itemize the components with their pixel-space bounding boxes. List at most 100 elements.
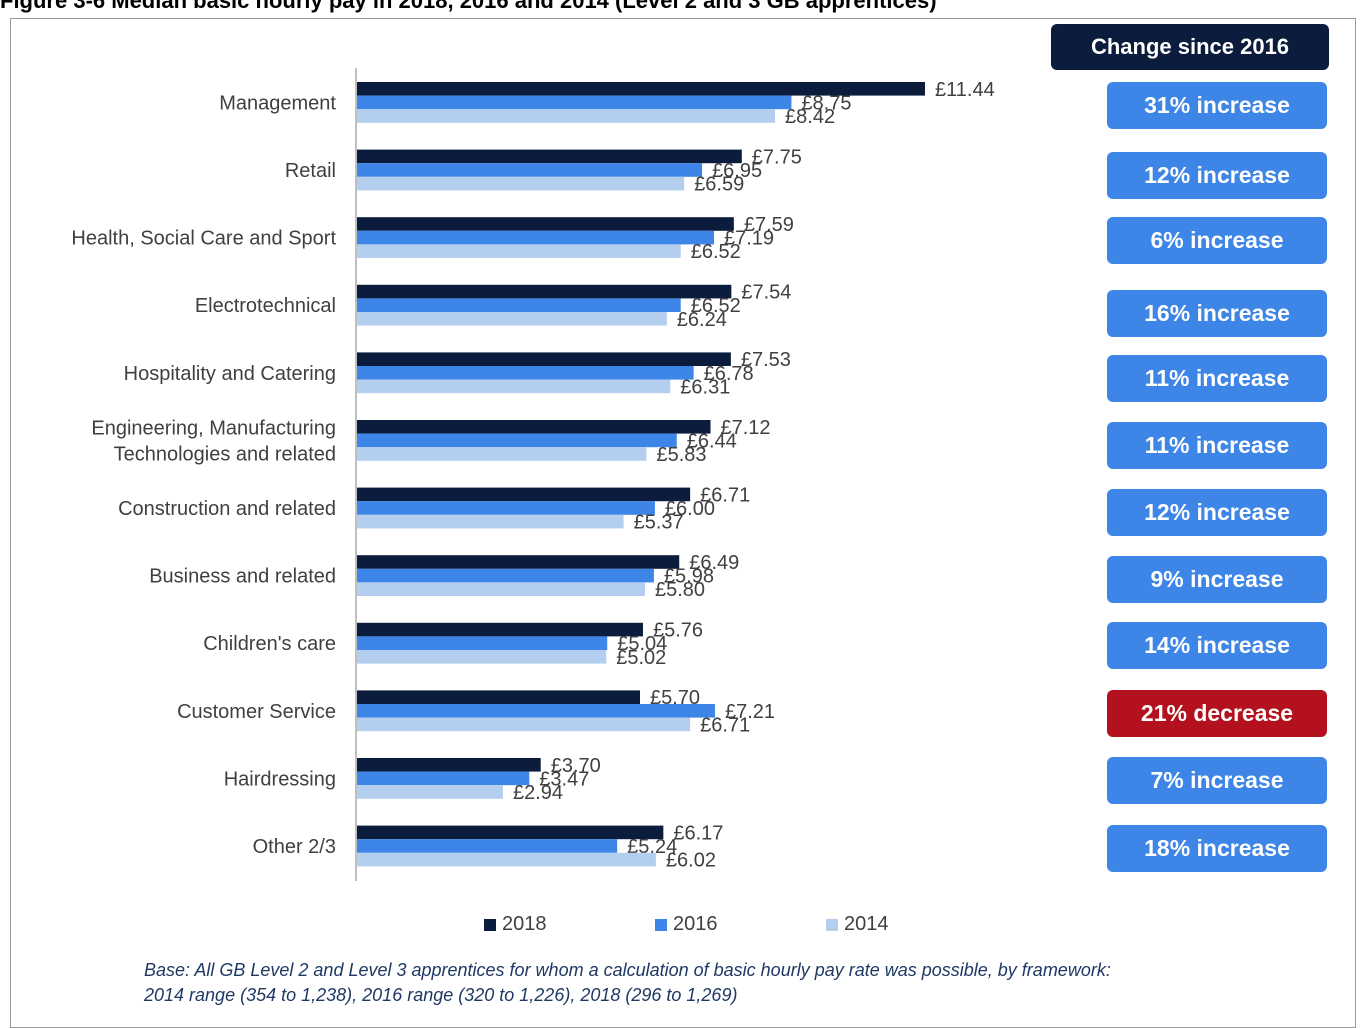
category-label: Hairdressing	[224, 768, 336, 790]
data-label-2016: £5.04	[617, 633, 667, 655]
change-badge-increase: 14% increase	[1107, 622, 1327, 669]
change-badge-increase: 11% increase	[1107, 422, 1327, 469]
data-label-2016: £6.44	[687, 430, 737, 452]
data-label-2018: £5.76	[653, 620, 703, 642]
data-label-2018: £7.53	[741, 349, 791, 371]
bar-2016	[357, 704, 715, 718]
bar-2016	[357, 771, 530, 786]
legend-swatch	[826, 918, 838, 931]
legend-item-2016: 2016	[655, 913, 718, 936]
data-label-2018: £7.12	[721, 417, 771, 439]
data-label-2016: £5.98	[664, 566, 714, 588]
bar-2018	[357, 487, 691, 502]
bar-2014	[357, 650, 607, 664]
legend-label: 2018	[502, 913, 547, 935]
data-label-2014: £8.42	[785, 106, 835, 128]
data-label-2018: £7.54	[741, 282, 791, 304]
data-label-2014: £5.02	[616, 647, 666, 669]
category-label: Hospitality and Catering	[124, 363, 336, 385]
bar-2018	[357, 284, 732, 299]
bar-2018	[357, 149, 742, 164]
change-badge-increase: 31% increase	[1107, 82, 1327, 129]
data-label-2016: £6.95	[712, 160, 762, 182]
bar-2018	[357, 420, 711, 434]
bar-2018	[357, 825, 664, 840]
data-label-2014: £6.59	[694, 174, 744, 196]
category-label: Customer Service	[177, 701, 336, 723]
bar-2018	[357, 622, 643, 637]
legend-item-2014: 2014	[826, 913, 889, 936]
legend-item-2018: 2018	[484, 913, 547, 936]
bar-2014	[357, 176, 685, 191]
change-badge-increase: 9% increase	[1107, 556, 1327, 603]
bar-2014	[357, 717, 691, 732]
legend-swatch	[484, 918, 496, 931]
legend-label: 2014	[844, 913, 889, 935]
data-label-2018: £11.44	[935, 79, 995, 101]
bar-2014	[357, 514, 624, 529]
change-badge-increase: 11% increase	[1107, 355, 1327, 402]
chart-legend: 2018 2016 2014	[0, 913, 1368, 939]
bar-2016	[357, 636, 608, 650]
legend-swatch	[655, 918, 667, 931]
bar-2016	[357, 163, 703, 177]
data-label-2018: £7.75	[752, 146, 802, 168]
footnote-line-2: 2014 range (354 to 1,238), 2016 range (3…	[144, 985, 738, 1005]
bar-2014	[357, 785, 503, 799]
bar-2014	[357, 379, 671, 394]
change-badge-increase: 7% increase	[1107, 757, 1327, 804]
bar-2014	[357, 852, 656, 867]
data-label-2018: £6.71	[700, 484, 750, 506]
data-label-2016: £6.52	[691, 295, 741, 317]
bar-2018	[357, 555, 680, 569]
data-label-2014: £6.24	[677, 309, 727, 331]
bar-2018	[357, 758, 541, 772]
data-label-2016: £6.00	[665, 498, 715, 520]
change-since-header: Change since 2016	[1051, 24, 1329, 70]
bar-2014	[357, 447, 647, 461]
data-label-2016: £3.47	[539, 768, 589, 790]
data-label-2014: £6.71	[700, 714, 750, 736]
bar-2014	[357, 244, 681, 258]
bar-2016	[357, 95, 792, 110]
data-label-2014: £2.94	[513, 782, 563, 804]
bar-2018	[357, 352, 731, 366]
category-label: Other 2/3	[253, 836, 336, 858]
data-label-2018: £6.49	[689, 552, 739, 574]
data-label-2016: £6.78	[704, 363, 754, 385]
data-label-2018: £6.17	[673, 822, 723, 844]
data-label-2016: £8.75	[801, 92, 851, 114]
data-label-2014: £6.52	[691, 241, 741, 263]
category-label: Health, Social Care and Sport	[71, 228, 336, 250]
footnote: Base: All GB Level 2 and Level 3 apprent…	[144, 958, 1344, 1008]
category-label: Children's care	[203, 633, 336, 655]
bar-2016	[357, 568, 654, 583]
data-label-2016: £7.19	[724, 228, 774, 250]
bar-2016	[357, 433, 677, 448]
data-label-2018: £5.70	[650, 687, 700, 709]
change-badge-increase: 16% increase	[1107, 290, 1327, 337]
data-label-2018: £7.59	[744, 214, 794, 236]
data-label-2014: £5.37	[634, 512, 684, 534]
data-label-2014: £5.80	[655, 579, 705, 601]
change-badge-increase: 6% increase	[1107, 217, 1327, 264]
bar-2014	[357, 312, 667, 326]
bar-2016	[357, 366, 694, 380]
category-label: Electrotechnical	[195, 295, 336, 317]
data-label-2018: £3.70	[551, 755, 601, 777]
change-badge-decrease: 21% decrease	[1107, 690, 1327, 737]
bar-2018	[357, 217, 734, 231]
data-label-2014: £6.31	[680, 376, 730, 398]
change-badge-increase: 18% increase	[1107, 825, 1327, 872]
bar-2014	[357, 109, 776, 123]
data-label-2016: £7.21	[725, 701, 775, 723]
data-label-2014: £5.83	[656, 444, 706, 466]
category-label: Engineering, Manufacturing Technologies a…	[91, 417, 336, 465]
bar-2018	[357, 82, 925, 96]
figure-title: Figure 3-6 Median basic hourly pay in 20…	[0, 0, 937, 13]
category-label: Retail	[285, 160, 336, 182]
change-badge-increase: 12% increase	[1107, 489, 1327, 536]
category-label: Management	[219, 92, 336, 114]
legend-label: 2016	[673, 913, 718, 935]
